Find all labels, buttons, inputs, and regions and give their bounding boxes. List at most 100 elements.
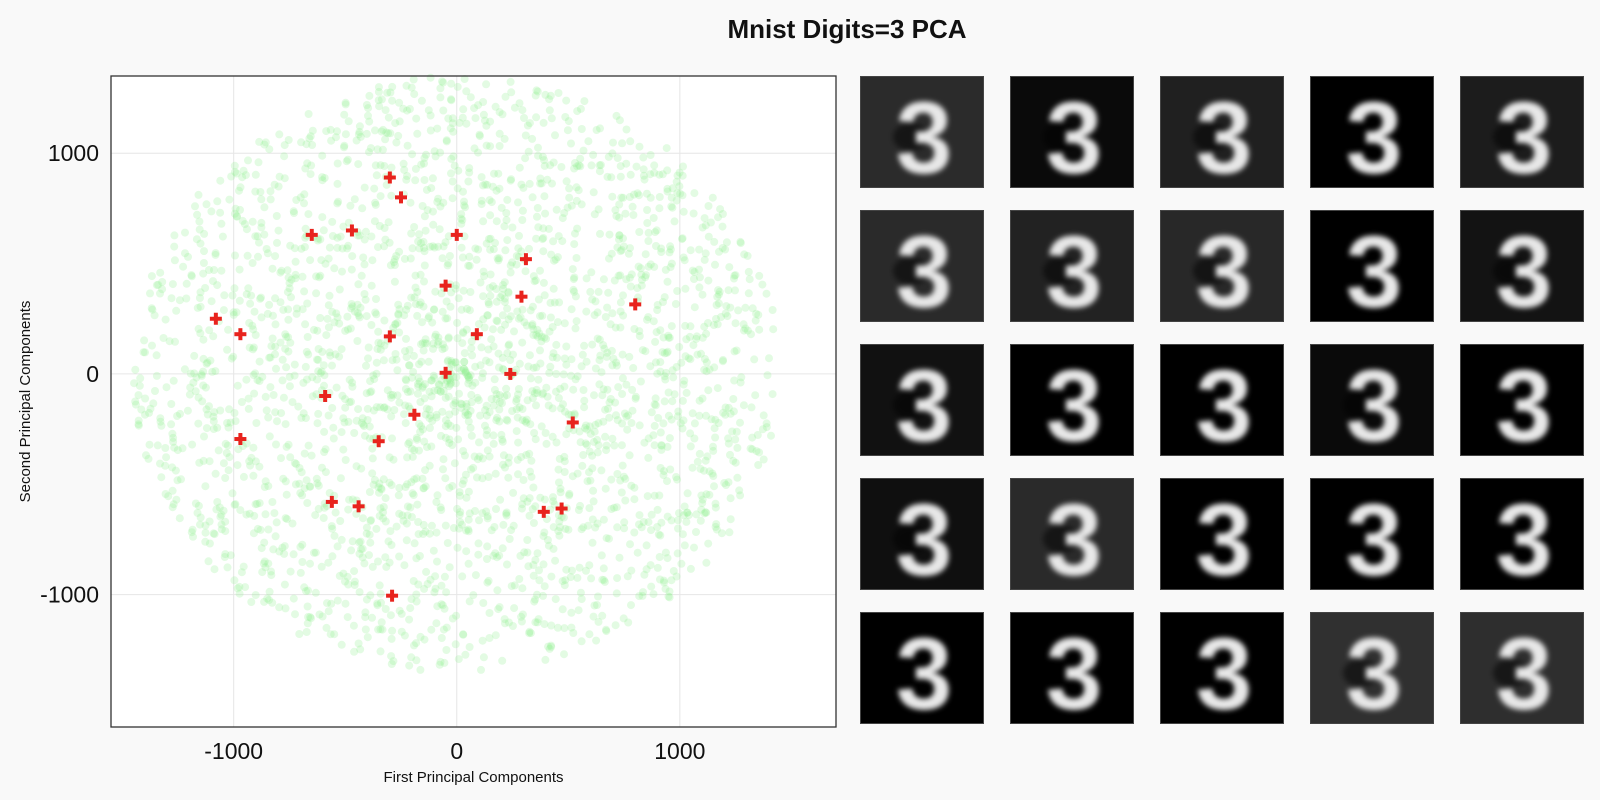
scatter-point <box>187 271 196 280</box>
scatter-point <box>619 291 627 300</box>
scatter-point <box>540 291 549 300</box>
digit-glyph: 3 <box>896 483 953 589</box>
scatter-point <box>232 308 241 317</box>
scatter-point <box>201 528 210 537</box>
scatter-point <box>715 247 723 256</box>
scatter-point <box>579 146 588 155</box>
scatter-point <box>703 452 712 461</box>
scatter-point <box>434 194 443 203</box>
scatter-point <box>433 340 442 349</box>
scatter-point <box>188 525 197 534</box>
scatter-point <box>471 378 480 387</box>
scatter-point <box>320 448 329 456</box>
scatter-point <box>448 482 457 490</box>
scatter-point <box>322 623 331 632</box>
scatter-point <box>210 408 219 417</box>
scatter-point <box>508 622 517 630</box>
scatter-point <box>200 432 208 441</box>
scatter-point <box>210 565 219 574</box>
scatter-point <box>755 448 764 457</box>
scatter-point <box>316 314 325 322</box>
scatter-point <box>230 576 239 585</box>
scatter-point <box>518 305 527 314</box>
scatter-point <box>537 422 546 431</box>
x-tick-label: -1000 <box>204 738 263 764</box>
scatter-point <box>171 466 180 475</box>
scatter-point <box>412 434 421 442</box>
scatter-point <box>366 144 375 153</box>
scatter-point <box>529 561 538 569</box>
scatter-point <box>377 485 386 494</box>
cross-marker <box>234 328 247 341</box>
scatter-point <box>290 459 299 467</box>
scatter-point <box>518 206 527 215</box>
scatter-point <box>443 357 452 366</box>
scatter-point <box>421 410 430 419</box>
cross-marker <box>555 502 568 515</box>
scatter-point <box>360 422 369 431</box>
scatter-point <box>205 266 213 274</box>
scatter-point <box>654 530 663 539</box>
scatter-point <box>286 453 295 462</box>
scatter-point <box>434 380 443 389</box>
scatter-point <box>479 653 488 662</box>
scatter-point <box>431 572 440 581</box>
scatter-point <box>534 615 543 624</box>
scatter-point <box>200 229 209 238</box>
scatter-point <box>499 460 507 469</box>
scatter-point <box>584 137 593 146</box>
scatter-point <box>392 522 401 531</box>
scatter-point <box>676 419 685 428</box>
scatter-point <box>294 402 303 411</box>
scatter-point <box>168 463 177 472</box>
scatter-point <box>332 133 340 142</box>
scatter-point <box>591 364 600 373</box>
scatter-point <box>414 237 423 246</box>
scatter-point <box>732 427 741 436</box>
scatter-point <box>167 294 176 303</box>
scatter-point <box>593 435 602 444</box>
scatter-point <box>306 482 315 491</box>
scatter-point <box>575 427 584 436</box>
scatter-point <box>461 411 470 420</box>
scatter-point <box>585 561 594 570</box>
scatter-point <box>185 390 194 399</box>
scatter-point <box>763 371 772 380</box>
scatter-point <box>549 284 558 293</box>
scatter-point <box>513 455 522 464</box>
scatter-point <box>515 99 524 108</box>
scatter-point <box>381 494 390 503</box>
scatter-point <box>595 380 604 389</box>
scatter-point <box>420 394 429 403</box>
scatter-point <box>459 630 468 639</box>
scatter-point <box>372 310 381 319</box>
scatter-point <box>483 180 492 189</box>
scatter-point <box>264 559 273 568</box>
scatter-point <box>350 577 359 586</box>
scatter-point <box>249 325 258 334</box>
scatter-point <box>506 356 515 364</box>
scatter-point <box>217 520 226 529</box>
scatter-point <box>446 376 454 385</box>
scatter-point <box>528 193 537 202</box>
scatter-point <box>414 379 422 388</box>
scatter-point <box>478 509 487 518</box>
scatter-point <box>310 548 318 557</box>
scatter-point <box>711 499 720 508</box>
scatter-point <box>657 518 666 527</box>
scatter-point <box>353 308 362 317</box>
scatter-point <box>182 279 191 288</box>
scatter-point <box>224 466 233 475</box>
scatter-point <box>525 629 534 638</box>
scatter-point <box>549 497 558 506</box>
scatter-point <box>650 400 659 409</box>
scatter-point <box>408 150 417 159</box>
scatter-point <box>283 515 291 524</box>
scatter-point <box>244 284 253 293</box>
scatter-point <box>639 165 648 174</box>
scatter-point <box>519 476 528 484</box>
scatter-point <box>571 375 580 384</box>
scatter-point <box>626 137 635 146</box>
scatter-point <box>494 605 503 614</box>
scatter-point <box>420 212 429 221</box>
